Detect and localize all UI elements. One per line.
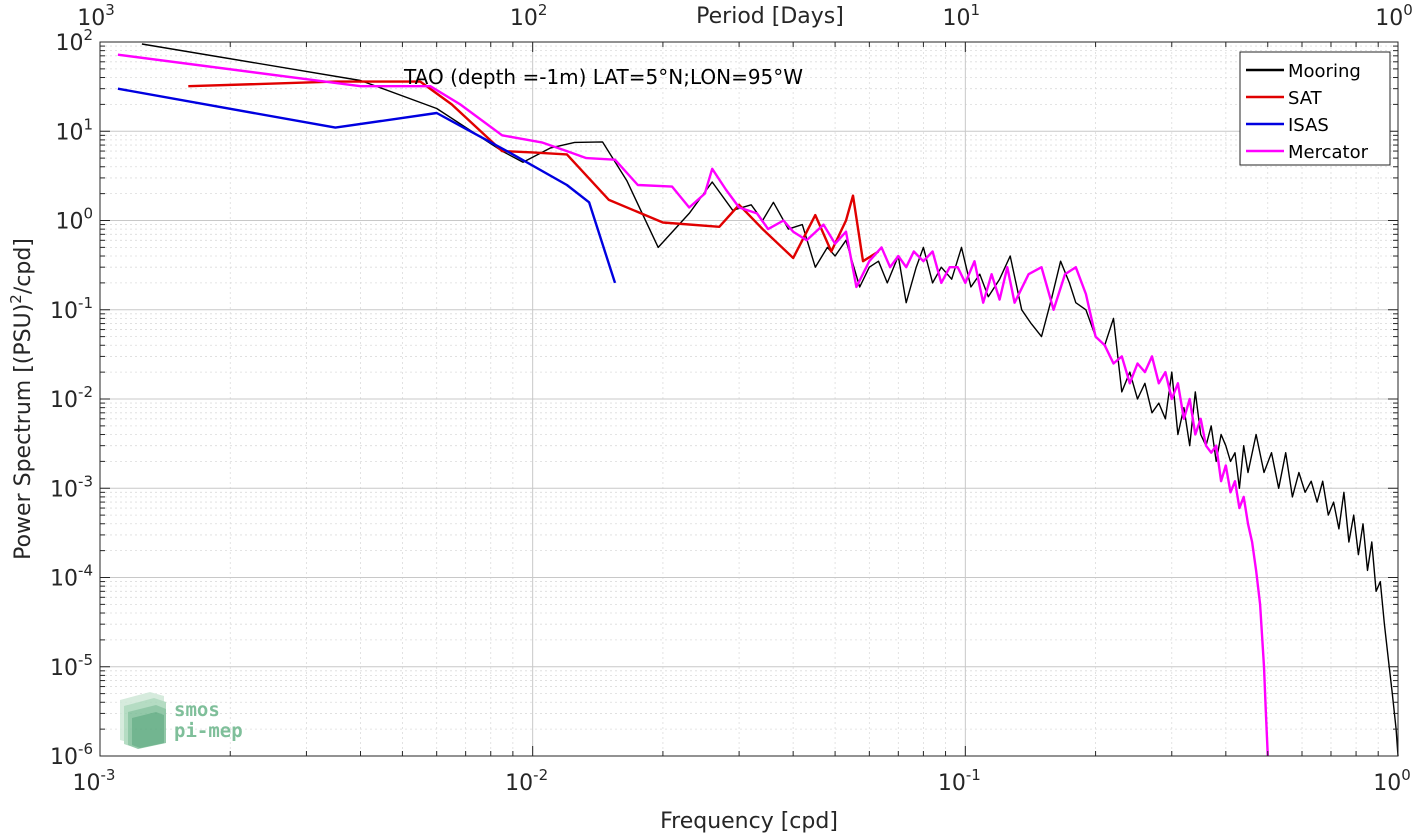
x-tick-label-base: 10 <box>938 771 966 796</box>
x-tick-label-base: 10 <box>505 771 533 796</box>
y-tick-label: 102 <box>55 26 93 56</box>
y-tick-label-base: 10 <box>55 120 83 145</box>
x2-tick-label-base: 10 <box>510 6 538 31</box>
y-tick-label-exp: 2 <box>83 26 93 44</box>
y-tick-label-exp: -3 <box>78 472 93 490</box>
y-tick-label-base: 10 <box>50 388 78 413</box>
x-tick-label-exp: -3 <box>101 766 116 784</box>
x-tick-label-exp: -1 <box>966 766 981 784</box>
x2-tick-label-base: 10 <box>943 6 971 31</box>
x2-tick-label-exp: 3 <box>105 1 115 19</box>
legend-label-mercator: Mercator <box>1288 142 1369 163</box>
x-tick-label-exp: -2 <box>533 766 548 784</box>
y-axis-title-sup: 2 <box>7 294 25 304</box>
x-tick-label: 10-2 <box>505 766 548 796</box>
y-tick-label: 10-6 <box>50 740 93 770</box>
y-tick-label: 10-1 <box>50 294 93 324</box>
y-tick-label: 10-4 <box>50 562 93 592</box>
y-tick-label: 100 <box>55 205 93 235</box>
x2-tick-label: 101 <box>943 1 981 31</box>
x2-tick-label-exp: 2 <box>538 1 548 19</box>
legend-label-mooring: Mooring <box>1288 61 1361 82</box>
x-tick-label-base: 10 <box>73 771 101 796</box>
logo-text-pimep: pi-mep <box>174 720 243 742</box>
x2-tick-label: 102 <box>510 1 548 31</box>
x2-tick-label-exp: 1 <box>971 1 981 19</box>
series-layer <box>117 43 1399 757</box>
y-tick-label-base: 10 <box>50 299 78 324</box>
logo-mark <box>120 692 166 749</box>
y-tick-label: 101 <box>55 115 93 145</box>
logo-text-smos: smos <box>174 699 220 721</box>
legend: Mooring SAT ISAS Mercator <box>1239 51 1391 166</box>
series-line-mercator <box>117 53 1269 757</box>
y-tick-label-exp: -1 <box>78 294 93 312</box>
x-tick-label-exp: 0 <box>1401 766 1411 784</box>
y-axis-title: Power Spectrum [(PSU)2/cpd] <box>7 238 36 560</box>
y-tick-label-base: 10 <box>55 210 83 235</box>
y-tick-label: 10-5 <box>50 651 93 681</box>
y-tick-label-exp: -6 <box>78 740 93 758</box>
y-tick-label: 10-2 <box>50 383 93 413</box>
y-axis-title-main: Power Spectrum [(PSU) <box>11 304 36 560</box>
x-tick-label: 10-3 <box>73 766 116 796</box>
x-tick-label-base: 10 <box>1373 771 1401 796</box>
x-tick-label: 10-1 <box>938 766 981 796</box>
x2-tick-label-base: 10 <box>1375 6 1403 31</box>
x2-tick-label: 103 <box>77 1 115 31</box>
y-tick-label-exp: 0 <box>83 205 93 223</box>
x-tick-label: 100 <box>1373 766 1411 796</box>
y-tick-label-exp: 1 <box>83 115 93 133</box>
chart-annotation: TAO (depth =-1m) LAT=5°N;LON=95°W <box>403 65 803 89</box>
x2-tick-label-base: 10 <box>77 6 105 31</box>
x2-tick-label: 100 <box>1375 1 1413 31</box>
x2-tick-label-exp: 0 <box>1403 1 1413 19</box>
y-tick-label-base: 10 <box>50 745 78 770</box>
y-tick-label-base: 10 <box>55 31 83 56</box>
legend-label-isas: ISAS <box>1288 115 1329 136</box>
y-tick-label: 10-3 <box>50 472 93 502</box>
y-tick-label-base: 10 <box>50 567 78 592</box>
x-axis-title: Frequency [cpd] <box>660 809 838 834</box>
legend-label-sat: SAT <box>1288 88 1323 109</box>
smos-pi-mep-logo: smos pi-mep <box>120 692 243 749</box>
y-tick-label-exp: -4 <box>78 562 93 580</box>
y-tick-label-exp: -5 <box>78 651 93 669</box>
series-line-sat <box>188 80 880 263</box>
series-line-isas <box>117 87 617 284</box>
y-tick-label-base: 10 <box>50 656 78 681</box>
legend-items: Mooring SAT ISAS Mercator <box>1246 61 1369 163</box>
x2-axis-title: Period [Days] <box>696 4 844 29</box>
y-tick-label-exp: -2 <box>78 383 93 401</box>
y-tick-label-base: 10 <box>50 477 78 502</box>
y-axis-title-rest: /cpd] <box>11 238 36 294</box>
series-line-mooring <box>141 43 1399 757</box>
